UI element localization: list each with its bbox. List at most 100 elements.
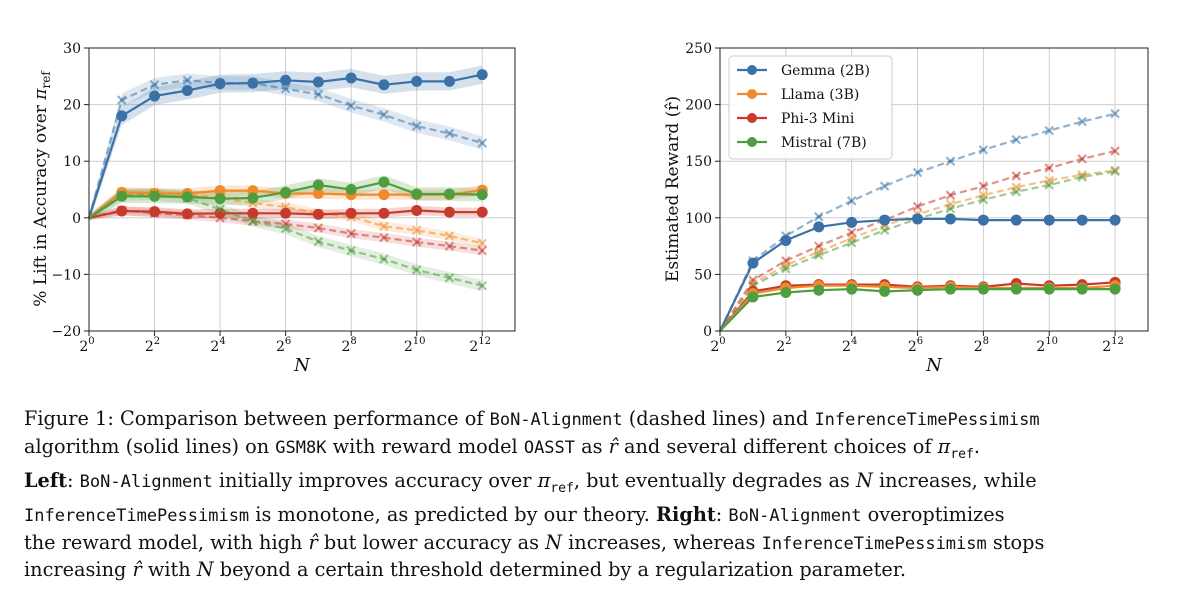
caption-fragment: increases, whereas — [562, 530, 762, 554]
x-marker-stroke — [978, 181, 989, 191]
x-marker-stroke — [116, 190, 127, 200]
data-point — [312, 76, 324, 88]
data-point — [476, 69, 488, 81]
legend: Gemma (2B) Llama (3B) Phi-3 Mini Mistral (7… — [728, 55, 893, 160]
data-point — [379, 232, 389, 243]
data-point — [879, 181, 890, 191]
x-marker-stroke — [182, 210, 193, 220]
x-marker-stroke — [411, 225, 422, 236]
data-point — [411, 75, 423, 87]
data-point — [280, 207, 292, 219]
x-marker-stroke — [444, 273, 455, 283]
data-point — [813, 250, 824, 260]
caption-line: the reward model, with high r̂ but lower… — [24, 530, 1182, 558]
legend-label: Phi-3 Mini — [781, 111, 855, 127]
x-marker-stroke — [1110, 108, 1120, 119]
data-point — [477, 138, 488, 148]
legend-marker — [747, 89, 757, 99]
caption-line: algorithm (solid lines) on GSM8K with re… — [24, 434, 1182, 468]
x-tick-label: 24 — [842, 336, 857, 355]
caption-fragment: InferenceTimePessimism — [24, 506, 250, 527]
x-tick-label: 24 — [210, 336, 225, 355]
x-marker-stroke — [411, 121, 422, 131]
data-point — [1044, 125, 1055, 136]
x-marker-stroke — [1077, 154, 1087, 164]
data-point — [1044, 180, 1055, 190]
caption-fragment: stops — [986, 530, 1045, 554]
y-tick-label: 10 — [63, 154, 81, 170]
x-marker-stroke — [846, 237, 857, 248]
caption-fragment: N — [196, 558, 214, 582]
data-point — [912, 213, 924, 225]
caption-fragment: Left — [24, 468, 68, 492]
x-marker-stroke — [1011, 171, 1022, 181]
x-marker-stroke — [280, 83, 291, 94]
data-point — [149, 208, 160, 219]
x-marker-stroke — [1011, 186, 1022, 197]
caption-fragment: : — [67, 468, 80, 492]
data-point — [116, 190, 127, 200]
caption-fragment: as — [575, 434, 609, 458]
x-marker-stroke — [978, 145, 989, 155]
x-marker-stroke — [149, 80, 160, 90]
caption-fragment: ref — [550, 480, 574, 496]
data-point — [182, 75, 193, 86]
y-tick-label: 150 — [685, 154, 712, 170]
data-point — [443, 75, 455, 87]
caption-fragment: increases, while — [872, 468, 1037, 492]
x-marker-stroke — [411, 237, 422, 247]
data-point — [977, 214, 989, 226]
data-point — [813, 246, 824, 257]
x-marker-stroke — [346, 100, 356, 111]
x-marker-stroke — [912, 201, 923, 212]
data-point — [411, 121, 422, 131]
x-marker-stroke — [945, 190, 956, 200]
caption-fragment: increasing — [24, 558, 133, 582]
x-marker-stroke — [379, 232, 389, 243]
data-point — [345, 184, 357, 195]
legend-marker — [747, 113, 757, 123]
data-point — [444, 273, 455, 283]
data-point — [444, 231, 455, 241]
x-marker-stroke — [945, 156, 956, 166]
data-point — [780, 234, 792, 246]
data-point — [1110, 146, 1120, 156]
caption-line: Figure 1: Comparison between performance… — [24, 406, 1182, 434]
data-point — [477, 238, 488, 249]
caption-fragment: r̂ — [608, 434, 618, 458]
data-point — [116, 95, 127, 105]
x-marker-stroke — [945, 203, 956, 214]
y-tick-label: 30 — [63, 41, 81, 57]
y-tick-label: 0 — [703, 324, 712, 340]
data-point — [379, 110, 389, 120]
data-point — [379, 221, 389, 232]
plot-frame — [719, 47, 1149, 332]
x-marker-stroke — [813, 250, 824, 260]
x-marker-stroke — [1044, 125, 1055, 136]
data-point — [215, 204, 225, 215]
x-marker-stroke — [1077, 172, 1087, 182]
x-axis-label: N — [293, 355, 311, 376]
x-marker-stroke — [1044, 180, 1055, 190]
legend-item: Phi-3 Mini — [737, 111, 855, 127]
legend-label: Mistral (7B) — [781, 135, 867, 151]
x-marker-stroke — [813, 211, 824, 222]
x-marker-stroke — [781, 260, 791, 271]
x-tick-label: 20 — [79, 336, 94, 355]
data-point — [443, 188, 455, 200]
caption-fragment: π — [537, 468, 551, 492]
y-tick-label: 250 — [685, 41, 712, 57]
data-point — [116, 205, 127, 216]
data-point — [149, 206, 161, 218]
x-marker-stroke — [215, 213, 225, 223]
y-tick-label: 200 — [685, 98, 712, 114]
x-marker-stroke — [313, 89, 324, 100]
data-point — [912, 167, 923, 178]
data-point — [379, 254, 389, 264]
legend-marker — [747, 65, 757, 75]
x-marker-stroke — [379, 221, 389, 232]
x-marker-stroke — [182, 75, 193, 86]
data-point — [912, 201, 923, 212]
data-point — [1043, 214, 1055, 226]
